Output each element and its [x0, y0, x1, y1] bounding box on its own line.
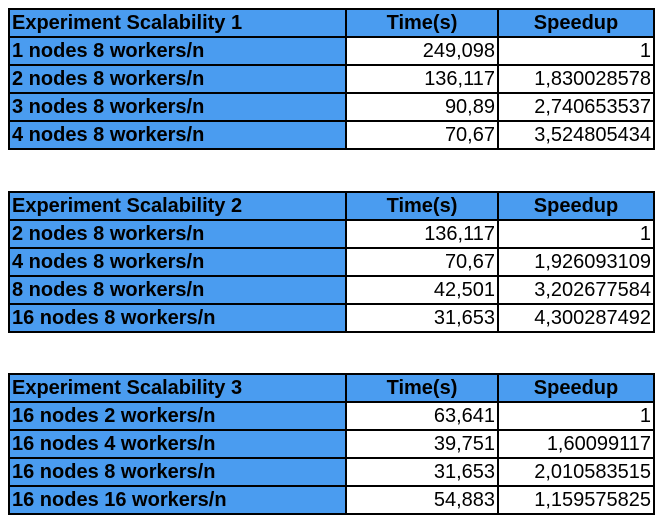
table-row: 4 nodes 8 workers/n 70,67 3,524805434 [8, 120, 655, 150]
table-row: 4 nodes 8 workers/n 70,67 1,926093109 [8, 247, 655, 277]
time-cell[interactable]: 31,653 [345, 303, 499, 333]
table-row: 2 nodes 8 workers/n 136,117 1 [8, 219, 655, 249]
table-header-row: Experiment Scalability 3 Time(s) Speedup [8, 373, 655, 403]
scalability-table-1: Experiment Scalability 1 Time(s) Speedup… [8, 8, 655, 150]
time-cell[interactable]: 136,117 [345, 64, 499, 94]
row-label-cell[interactable]: 8 nodes 8 workers/n [8, 275, 347, 305]
time-cell[interactable]: 31,653 [345, 457, 499, 487]
speedup-cell[interactable]: 1 [497, 219, 655, 249]
time-cell[interactable]: 249,098 [345, 36, 499, 66]
row-label-cell[interactable]: 16 nodes 8 workers/n [8, 303, 347, 333]
time-column-header[interactable]: Time(s) [345, 191, 499, 221]
time-cell[interactable]: 70,67 [345, 120, 499, 150]
time-cell[interactable]: 42,501 [345, 275, 499, 305]
table-row: 16 nodes 8 workers/n 31,653 4,300287492 [8, 303, 655, 333]
speedup-cell[interactable]: 2,740653537 [497, 92, 655, 122]
speedup-column-header[interactable]: Speedup [497, 373, 655, 403]
speedup-cell[interactable]: 4,300287492 [497, 303, 655, 333]
speedup-cell[interactable]: 1 [497, 36, 655, 66]
scalability-table-3: Experiment Scalability 3 Time(s) Speedup… [8, 373, 655, 515]
table-row: 16 nodes 16 workers/n 54,883 1,159575825 [8, 485, 655, 515]
speedup-cell[interactable]: 1 [497, 401, 655, 431]
row-label-cell[interactable]: 2 nodes 8 workers/n [8, 64, 347, 94]
table-title[interactable]: Experiment Scalability 3 [8, 373, 347, 403]
row-label-cell[interactable]: 16 nodes 2 workers/n [8, 401, 347, 431]
time-cell[interactable]: 70,67 [345, 247, 499, 277]
table-header-row: Experiment Scalability 2 Time(s) Speedup [8, 191, 655, 221]
table-row: 16 nodes 4 workers/n 39,751 1,60099117 [8, 429, 655, 459]
speedup-cell[interactable]: 1,159575825 [497, 485, 655, 515]
row-label-cell[interactable]: 4 nodes 8 workers/n [8, 247, 347, 277]
speedup-column-header[interactable]: Speedup [497, 8, 655, 38]
table-title[interactable]: Experiment Scalability 1 [8, 8, 347, 38]
time-cell[interactable]: 136,117 [345, 219, 499, 249]
time-cell[interactable]: 63,641 [345, 401, 499, 431]
row-label-cell[interactable]: 1 nodes 8 workers/n [8, 36, 347, 66]
table-row: 8 nodes 8 workers/n 42,501 3,202677584 [8, 275, 655, 305]
speedup-cell[interactable]: 3,202677584 [497, 275, 655, 305]
row-label-cell[interactable]: 3 nodes 8 workers/n [8, 92, 347, 122]
table-header-row: Experiment Scalability 1 Time(s) Speedup [8, 8, 655, 38]
time-cell[interactable]: 90,89 [345, 92, 499, 122]
speedup-cell[interactable]: 1,830028578 [497, 64, 655, 94]
table-row: 3 nodes 8 workers/n 90,89 2,740653537 [8, 92, 655, 122]
table-row: 2 nodes 8 workers/n 136,117 1,830028578 [8, 64, 655, 94]
speedup-column-header[interactable]: Speedup [497, 191, 655, 221]
row-label-cell[interactable]: 4 nodes 8 workers/n [8, 120, 347, 150]
speedup-cell[interactable]: 3,524805434 [497, 120, 655, 150]
time-cell[interactable]: 54,883 [345, 485, 499, 515]
time-column-header[interactable]: Time(s) [345, 373, 499, 403]
speedup-cell[interactable]: 2,010583515 [497, 457, 655, 487]
row-label-cell[interactable]: 16 nodes 8 workers/n [8, 457, 347, 487]
row-label-cell[interactable]: 16 nodes 4 workers/n [8, 429, 347, 459]
row-label-cell[interactable]: 16 nodes 16 workers/n [8, 485, 347, 515]
time-cell[interactable]: 39,751 [345, 429, 499, 459]
speedup-cell[interactable]: 1,926093109 [497, 247, 655, 277]
time-column-header[interactable]: Time(s) [345, 8, 499, 38]
table-row: 1 nodes 8 workers/n 249,098 1 [8, 36, 655, 66]
scalability-table-2: Experiment Scalability 2 Time(s) Speedup… [8, 191, 655, 333]
table-row: 16 nodes 8 workers/n 31,653 2,010583515 [8, 457, 655, 487]
table-row: 16 nodes 2 workers/n 63,641 1 [8, 401, 655, 431]
row-label-cell[interactable]: 2 nodes 8 workers/n [8, 219, 347, 249]
table-title[interactable]: Experiment Scalability 2 [8, 191, 347, 221]
speedup-cell[interactable]: 1,60099117 [497, 429, 655, 459]
